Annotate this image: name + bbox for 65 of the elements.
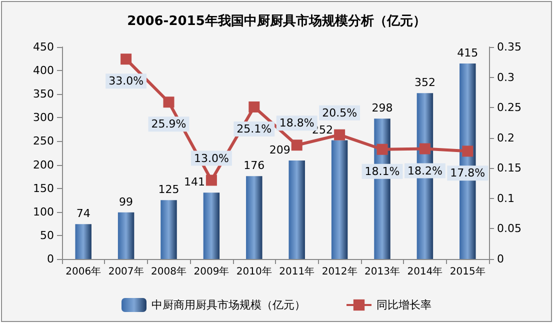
data-label: 17.8% [450, 166, 486, 180]
y2-tick-label: 0.25 [497, 101, 522, 114]
data-label: 18.1% [364, 164, 400, 178]
data-label: 176 [244, 159, 265, 172]
point [376, 144, 388, 155]
bar [203, 192, 220, 259]
data-label: 33.0% [108, 74, 144, 88]
data-label: 209 [269, 144, 290, 157]
data-label: 25.9% [151, 118, 186, 131]
bar [160, 200, 177, 259]
data-label: 352 [414, 76, 436, 90]
x-tick-label: 2011年 [279, 266, 315, 278]
data-label: 25.1% [236, 122, 272, 136]
x-tick-label: 2014年 [407, 266, 443, 278]
y2-tick-label: 0.35 [497, 40, 522, 54]
y-tick-label: 150 [33, 182, 54, 195]
y2-tick-label: 0.2 [497, 131, 514, 144]
x-tick-label: 2012年 [322, 266, 358, 278]
point [248, 101, 260, 112]
data-label: 415 [457, 46, 478, 60]
y2-tick-label: 0.1 [497, 192, 514, 205]
data-label: 99 [119, 195, 134, 208]
bar [331, 140, 348, 259]
x-tick-label: 2007年 [108, 266, 144, 278]
legend-label: 中厨商用厨具市场规模（亿元） [152, 298, 306, 312]
y-tick-label: 100 [33, 205, 54, 218]
x-tick-label: 2008年 [151, 266, 186, 278]
bar [75, 224, 92, 259]
data-label: 18.2% [407, 164, 442, 178]
x-tick-label: 2009年 [194, 266, 230, 278]
point [334, 129, 346, 140]
bar [246, 176, 262, 259]
y-tick-label: 350 [33, 88, 54, 101]
bar [118, 212, 134, 259]
point [419, 143, 430, 154]
x-tick-label: 2015年 [450, 266, 486, 278]
data-label: 141 [184, 176, 205, 189]
point [291, 140, 302, 151]
y-tick-label: 0 [47, 252, 54, 266]
y2-tick-label: 0 [497, 252, 504, 266]
x-tick-label: 2013年 [364, 266, 400, 278]
point [462, 146, 474, 157]
y-tick-label: 400 [33, 64, 54, 78]
data-label: 13.0% [194, 152, 229, 165]
data-label: 74 [76, 207, 90, 220]
point [163, 96, 174, 108]
legend-label: 同比增长率 [376, 298, 432, 312]
data-label: 18.8% [279, 116, 314, 130]
y-tick-label: 200 [33, 158, 54, 172]
x-tick-label: 2006年 [66, 266, 102, 278]
bar [288, 160, 305, 259]
y2-tick-label: 0.3 [497, 70, 514, 84]
y-tick-label: 450 [33, 40, 54, 54]
y-tick-label: 50 [40, 228, 54, 242]
y2-tick-label: 0.15 [497, 162, 522, 175]
x-tick-label: 2010年 [236, 266, 272, 278]
y2-tick-label: 0.05 [497, 222, 522, 236]
y-tick-label: 300 [33, 111, 54, 124]
data-label: 20.5% [322, 106, 358, 120]
point [120, 54, 132, 65]
chart-title: 2006-2015年我国中厨厨具市场规模分析（亿元） [127, 13, 426, 29]
y-tick-label: 250 [33, 134, 54, 148]
data-label: 298 [372, 102, 393, 115]
point [206, 174, 217, 186]
data-label: 125 [158, 183, 180, 196]
